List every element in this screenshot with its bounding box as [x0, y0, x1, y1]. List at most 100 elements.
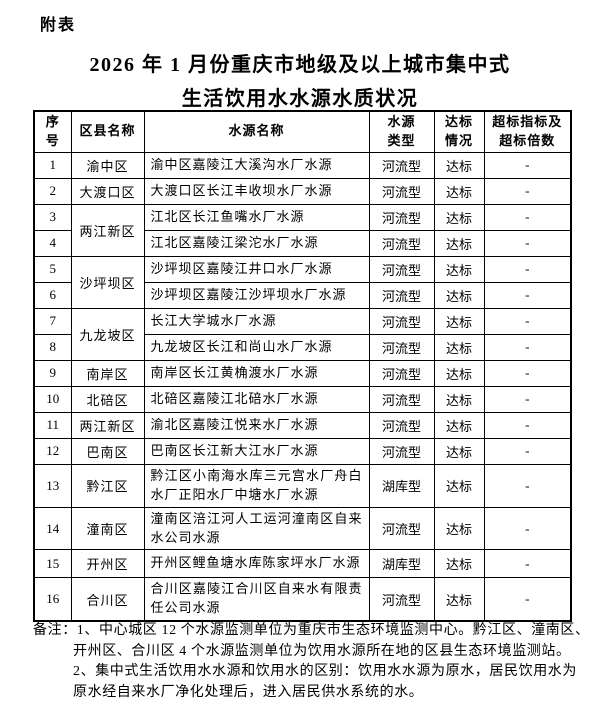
cell-no: 9 [33, 359, 72, 387]
table-row: 13 黔江区 黔江区小南海水库三元宫水厂舟白水厂正阳水厂中塘水厂水源 湖库型 达… [33, 463, 572, 508]
cell-source-name: 南岸区长江黄桷渡水厂水源 [143, 359, 370, 387]
cell-district: 南岸区 [70, 359, 145, 387]
cell-no: 3 [33, 203, 72, 231]
cell-no: 2 [33, 177, 72, 205]
cell-no: 10 [33, 385, 72, 413]
cell-no: 14 [33, 506, 72, 551]
cell-source-name: 大渡口区长江丰收坝水厂水源 [143, 177, 370, 205]
cell-source-type: 河流型 [368, 359, 435, 387]
cell-no: 16 [33, 577, 72, 622]
cell-district: 大渡口区 [70, 177, 145, 205]
cell-source-type: 河流型 [368, 177, 435, 205]
cell-status: 达标 [433, 281, 485, 309]
cell-district-merged: 沙坪坝区 [70, 255, 145, 309]
cell-no: 15 [33, 549, 72, 579]
cell-no: 6 [33, 281, 72, 309]
col-header-source-name: 水源名称 [143, 110, 370, 153]
col-header-status: 达标 情况 [433, 110, 485, 153]
cell-source-name: 黔江区小南海水库三元宫水厂舟白水厂正阳水厂中塘水厂水源 [143, 463, 370, 508]
cell-status: 达标 [433, 437, 485, 465]
cell-excess: - [483, 437, 572, 465]
cell-no: 7 [33, 307, 72, 335]
cell-source-name: 沙坪坝区嘉陵江井口水厂水源 [143, 255, 370, 283]
cell-no: 12 [33, 437, 72, 465]
table-row: 1 渝中区 渝中区嘉陵江大溪沟水厂水源 河流型 达标 - [33, 151, 572, 179]
table-row: 3 两江新区 江北区长江鱼嘴水厂水源 河流型 达标 - [33, 203, 572, 257]
attachment-tag: 附表 [40, 17, 77, 34]
cell-source-type: 河流型 [368, 307, 435, 335]
cell-status: 达标 [433, 307, 485, 335]
cell-source-type: 河流型 [368, 506, 435, 551]
cell-status: 达标 [433, 151, 485, 179]
footnotes: 备注：1、中心城区 12 个水源监测单位为重庆市生态环境监测中心。黔江区、潼南区… [33, 621, 590, 703]
col-header-no: 序 号 [33, 110, 72, 153]
cell-source-name: 九龙坡区长江和尚山水厂水源 [143, 333, 370, 361]
cell-source-name: 沙坪坝区嘉陵江沙坪坝水厂水源 [143, 281, 370, 309]
cell-status: 达标 [433, 411, 485, 439]
cell-district: 开州区 [70, 549, 145, 579]
cell-source-name: 渝北区嘉陵江悦来水厂水源 [143, 411, 370, 439]
cell-no: 5 [33, 255, 72, 283]
cell-source-name: 合川区嘉陵江合川区自来水有限责任公司水源 [143, 577, 370, 622]
document-title-line1: 2026 年 1 月份重庆市地级及以上城市集中式 [89, 54, 511, 76]
cell-status: 达标 [433, 255, 485, 283]
cell-excess: - [483, 577, 572, 622]
table-row: 11 两江新区 渝北区嘉陵江悦来水厂水源 河流型 达标 - [33, 411, 572, 439]
col-header-excess: 超标指标及 超标倍数 [483, 110, 572, 153]
cell-excess: - [483, 506, 572, 551]
cell-excess: - [483, 333, 572, 361]
cell-status: 达标 [433, 177, 485, 205]
table-row: 4 江北区嘉陵江梁沱水厂水源 河流型 达标 - [33, 229, 572, 257]
cell-source-name: 开州区鲤鱼塘水库陈家坪水厂水源 [143, 549, 370, 579]
water-quality-table: 序 号 区县名称 水源名称 水源 类型 达标 情况 超标指标及 超标倍数 1 渝… [33, 110, 572, 623]
cell-source-type: 河流型 [368, 229, 435, 257]
cell-excess: - [483, 281, 572, 309]
cell-source-type: 河流型 [368, 255, 435, 283]
cell-status: 达标 [433, 385, 485, 413]
cell-excess: - [483, 463, 572, 508]
cell-source-type: 河流型 [368, 203, 435, 231]
cell-status: 达标 [433, 333, 485, 361]
table-row: 2 大渡口区 大渡口区长江丰收坝水厂水源 河流型 达标 - [33, 177, 572, 205]
cell-district: 两江新区 [70, 411, 145, 439]
cell-status: 达标 [433, 359, 485, 387]
table-row: 15 开州区 开州区鲤鱼塘水库陈家坪水厂水源 湖库型 达标 - [33, 549, 572, 579]
cell-source-name: 北碚区嘉陵江北碚水厂水源 [143, 385, 370, 413]
footnote-line: 备注：1、中心城区 12 个水源监测单位为重庆市生态环境监测中心。黔江区、潼南区… [33, 623, 590, 638]
cell-district-merged: 两江新区 [70, 203, 145, 257]
cell-excess: - [483, 359, 572, 387]
cell-excess: - [483, 177, 572, 205]
table-header-row: 序 号 区县名称 水源名称 水源 类型 达标 情况 超标指标及 超标倍数 [33, 110, 572, 153]
col-header-source-type: 水源 类型 [368, 110, 435, 153]
cell-source-name: 巴南区长江新大江水厂水源 [143, 437, 370, 465]
cell-source-type: 河流型 [368, 333, 435, 361]
cell-no: 11 [33, 411, 72, 439]
cell-source-type: 河流型 [368, 385, 435, 413]
table-row: 5 沙坪坝区 沙坪坝区嘉陵江井口水厂水源 河流型 达标 - [33, 255, 572, 309]
cell-excess: - [483, 203, 572, 231]
cell-status: 达标 [433, 203, 485, 231]
cell-source-type: 河流型 [368, 411, 435, 439]
cell-district: 巴南区 [70, 437, 145, 465]
footnote-line: 开州区、合川区 4 个水源监测单位为饮用水源所在地的区县生态环境监测站。 [73, 643, 571, 659]
cell-excess: - [483, 411, 572, 439]
cell-source-name: 长江大学城水厂水源 [143, 307, 370, 335]
cell-excess: - [483, 307, 572, 335]
cell-source-type: 河流型 [368, 577, 435, 622]
cell-source-type: 湖库型 [368, 463, 435, 508]
cell-status: 达标 [433, 549, 485, 579]
cell-source-type: 河流型 [368, 281, 435, 309]
cell-source-name: 江北区嘉陵江梁沱水厂水源 [143, 229, 370, 257]
footnote-line: 原水经自来水厂净化处理后，进入居民供水系统的水。 [73, 684, 424, 700]
cell-status: 达标 [433, 229, 485, 257]
cell-source-type: 河流型 [368, 437, 435, 465]
document-title-line2: 生活饮用水水源水质状况 [181, 88, 419, 110]
table-row: 14 潼南区 潼南区涪江河人工运河潼南区自来水公司水源 河流型 达标 - [33, 506, 572, 551]
cell-district: 渝中区 [70, 151, 145, 179]
cell-district-merged: 九龙坡区 [70, 307, 145, 361]
cell-excess: - [483, 549, 572, 579]
footnote-line: 2、集中式生活饮用水水源和饮用水的区别：饮用水水源为原水，居民饮用水为 [73, 664, 577, 679]
cell-no: 8 [33, 333, 72, 361]
cell-source-name: 江北区长江鱼嘴水厂水源 [143, 203, 370, 231]
